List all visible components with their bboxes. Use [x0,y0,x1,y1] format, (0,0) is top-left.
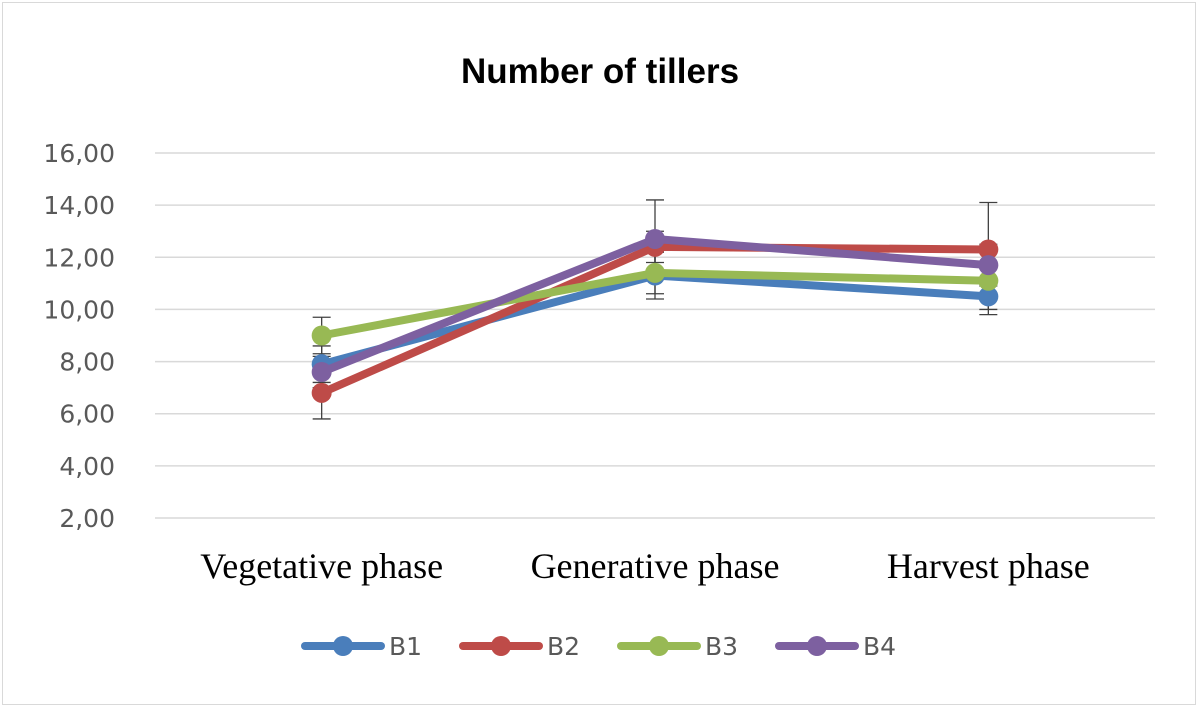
x-axis-tick-labels: Vegetative phase Generative phase Harvest … [200,546,1090,586]
x-tick-label: Harvest phase [887,546,1090,586]
data-point [311,362,332,382]
y-tick-label: 12,00 [43,243,115,272]
y-tick-label: 8,00 [59,348,115,377]
legend-label: B1 [389,632,422,661]
y-tick-label: 16,00 [43,139,115,168]
data-point [978,286,999,307]
legend: B1 B2 B3 B4 [301,632,896,661]
legend-swatch-marker [649,636,669,656]
legend-swatch-marker [491,636,511,656]
data-point [645,229,665,250]
y-tick-label: 4,00 [59,452,115,481]
y-tick-label: 10,00 [43,295,115,324]
legend-label: B2 [547,632,580,661]
y-tick-label: 6,00 [59,400,115,429]
chart-title: Number of tillers [460,52,740,91]
y-tick-label: 14,00 [43,191,115,220]
data-point [311,382,332,403]
data-point [978,239,999,260]
data-point [978,255,999,276]
legend-swatch-marker [333,636,353,656]
x-tick-label: Generative phase [531,546,780,586]
data-point [311,325,332,346]
legend-label: B3 [705,632,738,661]
legend-swatch-marker [807,636,827,656]
data-point [645,262,665,283]
x-tick-label: Vegetative phase [200,546,443,586]
y-tick-label: 2,00 [59,504,115,533]
y-axis-tick-labels: 2,00 4,00 6,00 8,00 10,00 12,00 14,00 16,00 [43,139,115,533]
data-point [978,270,999,291]
series-lines [311,229,999,403]
legend-label: B4 [863,632,896,661]
